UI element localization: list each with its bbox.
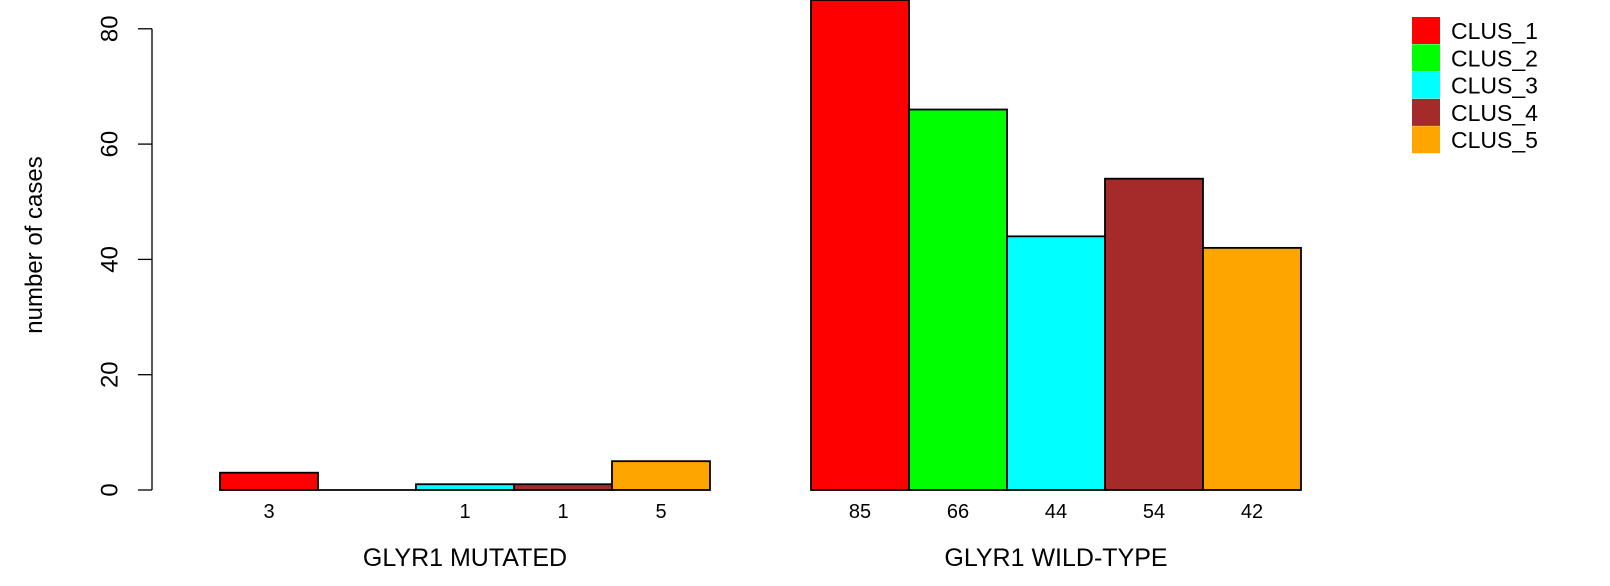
- y-axis: 0 20 40 60 80: [97, 15, 153, 497]
- plot-area: 3 1 1 5 GLYR1 MUTATED 85 66 44 54 42 GLYR1 WILD-TY…: [219, 0, 1302, 572]
- legend-label: CLUS_3: [1451, 73, 1538, 99]
- bar: [908, 108, 1008, 491]
- legend-swatch: [1412, 44, 1440, 72]
- bar-value-label: 66: [947, 501, 969, 523]
- bar-value-label: 5: [655, 501, 666, 523]
- legend-label: CLUS_2: [1451, 45, 1538, 71]
- y-tick-label: 80: [97, 15, 124, 42]
- y-tick-label: 40: [97, 246, 124, 273]
- bar-value-label: 3: [263, 501, 274, 523]
- bar: [1104, 177, 1204, 491]
- bar: [810, 0, 910, 491]
- bar: [415, 483, 515, 491]
- legend-swatch: [1412, 17, 1440, 44]
- y-tick-label: 20: [97, 361, 124, 388]
- group-label: GLYR1 WILD-TYPE: [944, 544, 1167, 572]
- legend-swatch: [1412, 71, 1440, 99]
- bar-group: 3 1 1 5 GLYR1 MUTATED: [219, 460, 711, 572]
- bar: [513, 483, 613, 491]
- y-tick-label: 60: [97, 131, 124, 158]
- bar-value-label: 1: [557, 501, 568, 523]
- bar-group: 85 66 44 54 42 GLYR1 WILD-TYPE: [810, 0, 1302, 572]
- legend-label: CLUS_4: [1451, 100, 1538, 126]
- bar-value-label: 44: [1045, 501, 1067, 523]
- legend-swatch: [1412, 126, 1440, 154]
- bar: [219, 471, 319, 491]
- bar-value-label: 85: [849, 501, 871, 523]
- bar: [1006, 235, 1106, 491]
- group-label: GLYR1 MUTATED: [363, 544, 567, 572]
- y-tick-label: 0: [97, 483, 124, 496]
- bar-value-label: 1: [459, 501, 470, 523]
- legend-swatch: [1412, 98, 1440, 126]
- bar-value-label: 42: [1241, 501, 1263, 523]
- bar: [1202, 246, 1302, 491]
- legend-label: CLUS_5: [1451, 127, 1538, 153]
- bar: [611, 460, 711, 491]
- y-axis-label: number of cases: [21, 156, 48, 333]
- legend-label: CLUS_1: [1451, 18, 1538, 44]
- bar-value-label: 54: [1143, 501, 1165, 523]
